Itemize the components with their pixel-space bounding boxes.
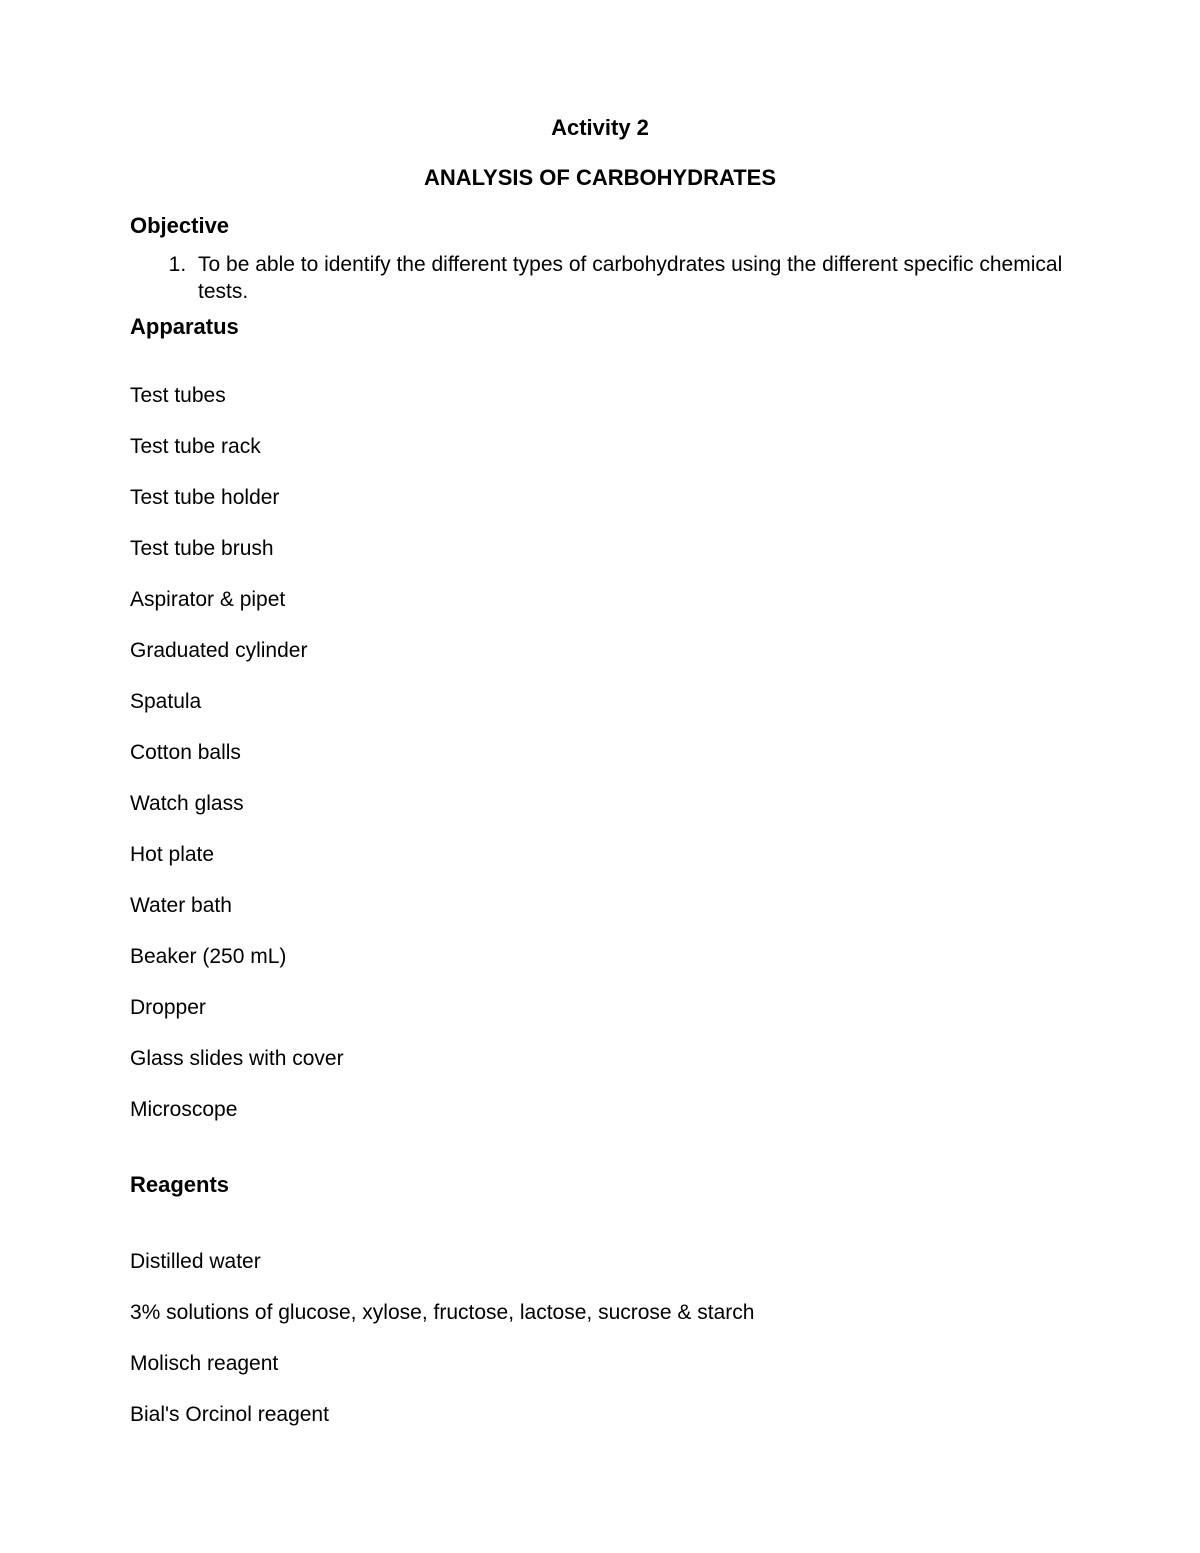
apparatus-item: Beaker (250 mL) [130,945,1070,969]
apparatus-item: Test tube holder [130,486,1070,510]
objective-heading: Objective [130,213,1070,239]
reagent-item: 3% solutions of glucose, xylose, fructos… [130,1301,1070,1325]
apparatus-item: Cotton balls [130,741,1070,765]
apparatus-item: Hot plate [130,843,1070,867]
apparatus-list: Test tubes Test tube rack Test tube hold… [130,384,1070,1122]
reagent-item: Bial's Orcinol reagent [130,1403,1070,1427]
reagents-heading: Reagents [130,1172,1070,1198]
apparatus-heading: Apparatus [130,314,1070,340]
apparatus-item: Dropper [130,996,1070,1020]
reagent-item: Distilled water [130,1250,1070,1274]
apparatus-item: Spatula [130,690,1070,714]
reagent-item: Molisch reagent [130,1352,1070,1376]
apparatus-item: Water bath [130,894,1070,918]
apparatus-item: Graduated cylinder [130,639,1070,663]
objective-item: To be able to identify the different typ… [192,251,1070,306]
activity-number: Activity 2 [130,115,1070,141]
apparatus-item: Glass slides with cover [130,1047,1070,1071]
apparatus-item: Test tube brush [130,537,1070,561]
objective-list: To be able to identify the different typ… [130,251,1070,306]
reagents-list: Distilled water 3% solutions of glucose,… [130,1250,1070,1427]
apparatus-item: Aspirator & pipet [130,588,1070,612]
apparatus-item: Watch glass [130,792,1070,816]
activity-title: ANALYSIS OF CARBOHYDRATES [130,165,1070,191]
apparatus-item: Test tubes [130,384,1070,408]
apparatus-item: Test tube rack [130,435,1070,459]
apparatus-item: Microscope [130,1098,1070,1122]
